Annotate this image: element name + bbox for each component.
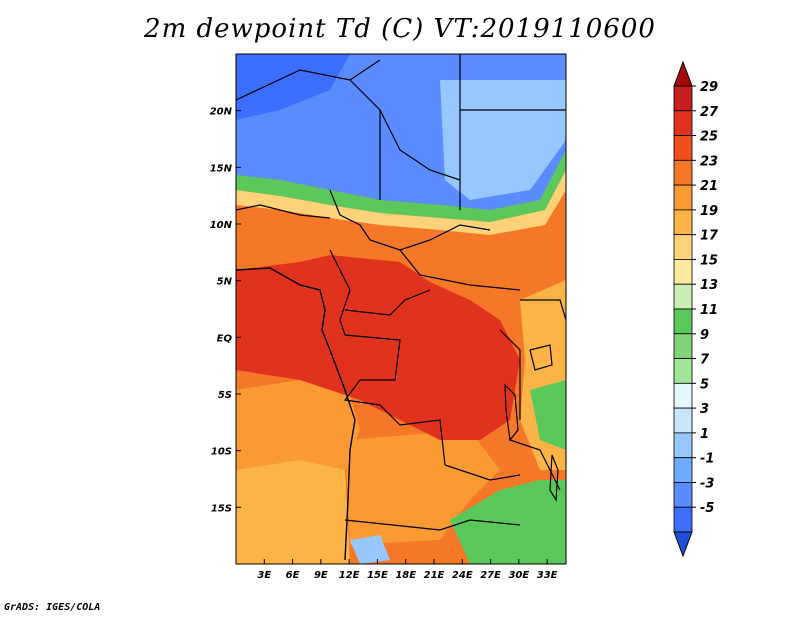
- lake-tanganyika: [504, 383, 519, 442]
- colorbar-segment: [673, 358, 693, 384]
- colorbar-segment: [673, 234, 693, 260]
- field-red-core: [236, 255, 520, 440]
- x-tick-label: 3E: [257, 570, 271, 581]
- colorbar-label: 21: [700, 179, 718, 194]
- x-tick-label: 33E: [537, 570, 558, 581]
- colorbar-segment: [673, 482, 693, 508]
- x-tick-label: 24E: [452, 570, 473, 581]
- colorbar-label: 7: [700, 353, 710, 368]
- field-south-ocean-mid: [236, 380, 360, 470]
- colorbar-segment: [673, 308, 693, 335]
- x-tick-label: 15E: [367, 570, 388, 581]
- x-tick-label: 21E: [424, 570, 445, 581]
- field-southeast-green: [450, 480, 566, 564]
- x-tick-label: 30E: [508, 570, 529, 581]
- colorbar-bottom-triangle: [673, 531, 693, 558]
- colorbar-segment: [673, 85, 693, 112]
- colorbar: 29 27 25 23 21 19 17 15 13 11 9 7 5 3 1 -1 -3 -5: [673, 60, 719, 558]
- x-tick-label: 18E: [395, 570, 416, 581]
- colorbar-label: 13: [700, 278, 718, 293]
- y-tick-label: 10S: [211, 447, 232, 458]
- colorbar-segment: [673, 110, 693, 136]
- colorbar-segment: [673, 259, 693, 285]
- colorbar-label: 1: [700, 427, 709, 442]
- field-yellow-band: [236, 170, 566, 235]
- colorbar-label: 27: [700, 105, 719, 120]
- y-tick-label: 15N: [210, 163, 233, 174]
- y-tick-label: 20N: [210, 107, 233, 118]
- colorbar-label: 3: [700, 402, 709, 417]
- x-axis: 3E 6E 9E 12E 15E 18E 21E 24E 27E 30E 33E: [257, 559, 558, 581]
- colorbar-label: -3: [700, 476, 714, 491]
- colorbar-label: 17: [700, 229, 719, 244]
- colorbar-segment: [673, 135, 693, 161]
- colorbar-segment: [673, 159, 693, 186]
- colorbar-top-triangle: [673, 60, 693, 87]
- dewpoint-map: [236, 54, 566, 564]
- x-tick-label: 27E: [480, 570, 501, 581]
- colorbar-segment: [673, 184, 693, 211]
- y-tick-label: 15S: [211, 503, 232, 514]
- coastline: [236, 267, 356, 561]
- colorbar-segment: [673, 506, 693, 533]
- lake-victoria: [529, 344, 553, 371]
- field-south-blue-patch: [350, 535, 390, 564]
- map-frame: [235, 53, 567, 565]
- map-title: 2m dewpoint Td (C) VT:2019110600: [144, 14, 656, 44]
- y-tick-label: EQ: [217, 333, 233, 344]
- y-tick-label: 5N: [217, 277, 233, 288]
- lake-malawi: [549, 454, 559, 502]
- colorbar-label: 19: [700, 204, 718, 219]
- colorbar-label: -1: [700, 452, 714, 467]
- x-tick-label: 6E: [286, 570, 300, 581]
- colorbar-label: 15: [700, 253, 718, 268]
- colorbar-segment: [673, 333, 693, 359]
- colorbar-segment: [673, 382, 693, 409]
- colorbar-segment: [673, 283, 693, 310]
- y-axis: 20N 15N 10N 5N EQ 5S 10S 15S: [210, 107, 241, 514]
- colorbar-segment: [673, 209, 693, 236]
- footer-credit: GrADS: IGES/COLA: [4, 602, 101, 613]
- colorbar-segment: [673, 432, 693, 459]
- colorbar-label: -5: [700, 501, 714, 516]
- x-tick-label: 12E: [339, 570, 360, 581]
- field-sahara-darker: [236, 54, 350, 120]
- colorbar-label: 9: [700, 328, 709, 343]
- y-tick-label: 5S: [218, 390, 232, 401]
- colorbar-label: 29: [700, 80, 718, 95]
- colorbar-label: 25: [700, 130, 718, 145]
- colorbar-segment: [673, 457, 693, 483]
- field-east-green: [530, 380, 566, 450]
- colorbar-segment: [673, 407, 693, 434]
- field-south-land: [345, 430, 500, 545]
- x-tick-label: 9E: [314, 570, 328, 581]
- colorbar-label: 11: [700, 303, 718, 318]
- colorbar-label: 5: [700, 377, 709, 392]
- colorbar-label: 23: [700, 154, 718, 169]
- field-lake-chad: [360, 178, 372, 192]
- y-tick-label: 10N: [210, 220, 233, 231]
- field-transition-band: [236, 150, 566, 222]
